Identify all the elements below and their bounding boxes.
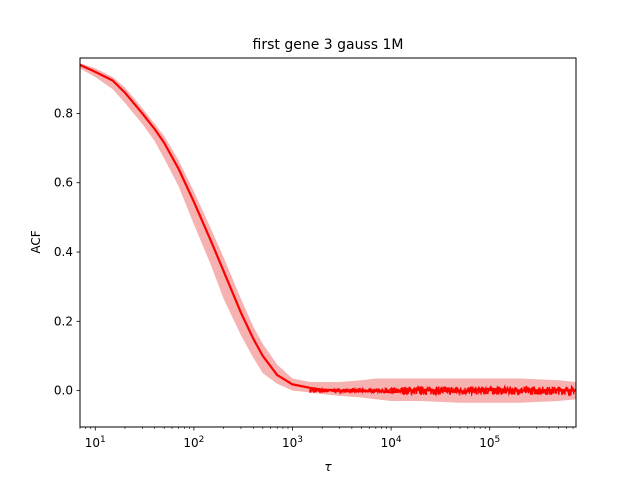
plot-area <box>79 57 577 428</box>
x-tick-label: 101 <box>85 435 106 450</box>
x-tick-label: 104 <box>381 435 402 450</box>
y-axis: 0.0 0.2 0.4 0.6 0.8 <box>54 106 80 398</box>
y-axis-label: ACF <box>29 230 43 253</box>
x-tick-label: 102 <box>183 435 204 450</box>
plot-frame <box>79 57 577 428</box>
y-tick-label: 0.6 <box>54 176 73 190</box>
x-axis-label: τ <box>324 460 332 474</box>
chart-title: first gene 3 gauss 1M <box>253 37 404 53</box>
y-tick-label: 0.2 <box>54 314 73 328</box>
y-tick-label: 0.8 <box>54 106 73 120</box>
x-axis: 101 102 103 104 105 <box>79 427 574 450</box>
y-tick-label: 0.4 <box>54 245 73 259</box>
x-tick-label: 103 <box>282 435 303 450</box>
confidence-band <box>80 63 576 403</box>
y-tick-label: 0.0 <box>54 384 73 398</box>
x-tick-label: 105 <box>479 435 500 450</box>
acf-line <box>80 63 576 394</box>
